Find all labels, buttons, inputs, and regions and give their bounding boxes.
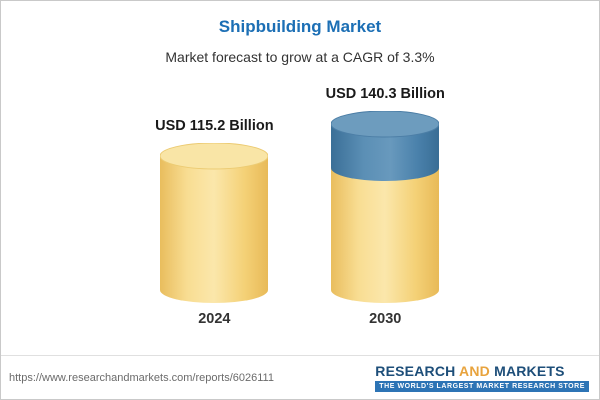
bar-group-2030: USD 140.3 Billion — [326, 86, 445, 327]
chart-header: Shipbuilding Market Market forecast to g… — [1, 1, 599, 65]
chart-title: Shipbuilding Market — [218, 17, 382, 36]
year-label-2024: 2024 — [198, 311, 231, 327]
chart-subtitle: Market forecast to grow at a CAGR of 3.3… — [165, 49, 435, 65]
value-label-2024: USD 115.2 Billion — [155, 118, 274, 134]
bar-group-2024: USD 115.2 Billion 2024 — [155, 118, 273, 327]
value-label-2030: USD 140.3 Billion — [325, 86, 445, 102]
year-label-2030: 2030 — [369, 311, 402, 327]
cylinder-bar-2030 — [331, 111, 440, 303]
chart-area: USD 115.2 Billion 2024 USD 140. — [1, 65, 599, 355]
brand-word-markets: MARKETS — [494, 363, 565, 379]
footer: https://www.researchandmarkets.com/repor… — [1, 355, 599, 399]
research-and-markets-logo: RESEARCH AND MARKETS THE WORLD'S LARGEST… — [375, 363, 589, 392]
brand-word-and: AND — [459, 363, 490, 379]
brand-wordmark: RESEARCH AND MARKETS — [375, 363, 589, 379]
cylinder-bar-2024 — [160, 143, 269, 303]
brand-word-research: RESEARCH — [375, 363, 456, 379]
source-url: https://www.researchandmarkets.com/repor… — [9, 371, 274, 384]
brand-tagline: THE WORLD'S LARGEST MARKET RESEARCH STOR… — [375, 381, 589, 392]
